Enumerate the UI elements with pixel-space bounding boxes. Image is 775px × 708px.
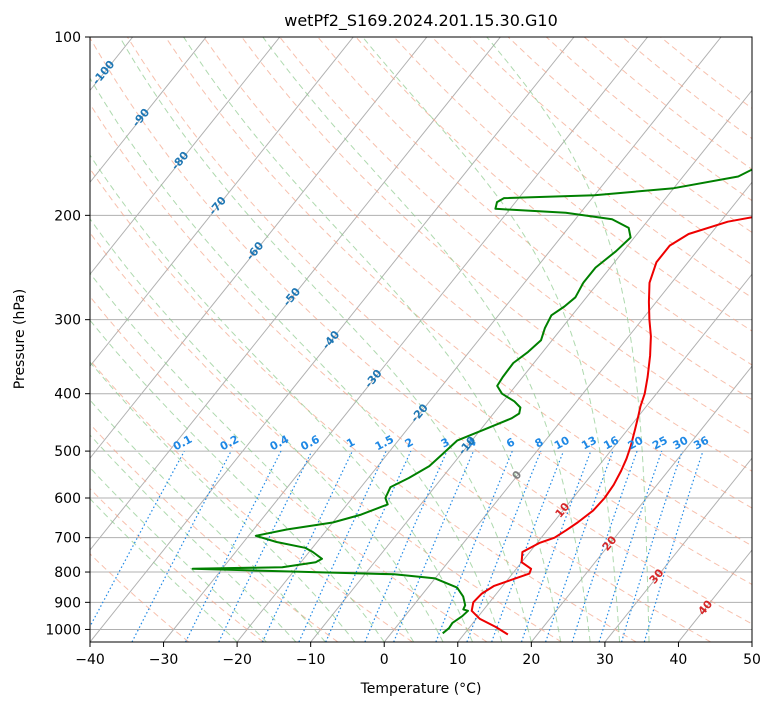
mixing-ratio-label: 25 — [650, 434, 670, 453]
isotherm-gridline — [604, 457, 752, 642]
moist-adiabat — [90, 466, 267, 642]
moist-adiabat — [362, 37, 621, 642]
data-layer — [191, 168, 752, 636]
x-tick-label: 10 — [449, 652, 467, 668]
y-tick-label: 100 — [54, 30, 81, 46]
moist-adiabat — [90, 434, 297, 642]
isotherm-gridline — [163, 37, 648, 642]
mixing-ratio-label: 20 — [626, 434, 646, 453]
mixing-ratio-line — [643, 450, 704, 642]
dry-adiabat — [90, 37, 752, 625]
moist-adiabat — [90, 154, 473, 642]
mixing-ratio-line — [218, 450, 313, 642]
mixing-ratio-label: 13 — [579, 434, 599, 453]
plot-frame — [89, 36, 753, 643]
mixing-ratio-line — [491, 450, 565, 642]
moist-adiabat — [262, 37, 591, 642]
isotherm-gridline — [383, 181, 752, 642]
moist-adiabat — [90, 77, 503, 642]
y-tick-label: 500 — [54, 444, 81, 460]
mixing-ratio-line — [185, 450, 282, 642]
x-tick-label: 20 — [522, 652, 540, 668]
x-tick-label: 30 — [596, 652, 614, 668]
isotherm-gridline — [90, 37, 428, 459]
grid-layer — [90, 37, 752, 642]
dry-adiabat — [203, 37, 752, 509]
mixing-ratio-line — [545, 450, 614, 642]
dry-adiabat — [90, 423, 339, 642]
isotherm-gridline — [236, 37, 722, 642]
dry-adiabat — [90, 553, 190, 642]
x-tick-label: −40 — [75, 652, 105, 668]
mixing-ratio-line — [571, 450, 638, 642]
isotherm-gridline — [90, 37, 281, 276]
mixing-ratio-label: 16 — [601, 434, 621, 453]
moist-adiabat — [90, 498, 238, 642]
x-tick-label: 50 — [743, 652, 761, 668]
mixing-ratio-label: 36 — [691, 434, 711, 453]
chart-title: wetPf2_S169.2024.201.15.30.G10 — [284, 11, 558, 31]
moist-adiabat — [90, 272, 415, 642]
y-tick-label: 400 — [54, 387, 81, 403]
dry-adiabat — [431, 37, 752, 299]
temperature-profile-line — [470, 216, 752, 636]
y-axis-title: Pressure (hPa) — [12, 289, 28, 389]
y-tick-label: 300 — [54, 313, 81, 329]
moist-adiabat — [90, 218, 444, 642]
isotherm-gridline — [90, 37, 207, 184]
isotherm-gridline — [90, 37, 575, 642]
x-tick-label: −30 — [149, 652, 179, 668]
mixing-ratio-label: 30 — [671, 434, 691, 453]
moist-adiabat — [183, 37, 562, 642]
x-tick-label: −10 — [296, 652, 326, 668]
dry-adiabat — [393, 37, 752, 332]
mixing-ratio-line — [598, 450, 663, 642]
moist-adiabat — [486, 37, 650, 642]
mixing-ratio-line — [393, 450, 475, 642]
dry-adiabat — [126, 37, 752, 586]
moist-adiabat — [119, 37, 532, 642]
dewpoint-profile-line — [191, 168, 752, 635]
y-tick-label: 700 — [54, 531, 81, 547]
axis-layer: −40 −30 −20 −10 0 10 20 30 40 50 100 200 300 400 500 60… — [45, 30, 761, 668]
mixing-ratio-label: 10 — [552, 434, 572, 453]
dry-adiabat — [90, 167, 637, 642]
y-tick-label: 200 — [54, 208, 81, 224]
moist-adiabat — [90, 319, 385, 642]
dry-adiabat — [355, 37, 752, 366]
dry-adiabat — [317, 37, 752, 401]
x-tick-label: 0 — [380, 652, 389, 668]
y-tick-label: 600 — [54, 491, 81, 507]
mixing-ratio-line — [621, 450, 683, 642]
y-tick-label: 800 — [54, 565, 81, 581]
dry-adiabat — [165, 37, 752, 547]
moist-adiabat — [90, 361, 356, 642]
x-tick-label: −20 — [222, 652, 252, 668]
x-tick-label: 40 — [670, 652, 688, 668]
isotherm-gridline — [90, 37, 354, 367]
mixing-ratio-line — [466, 450, 542, 642]
mixing-ratio-line — [325, 450, 412, 642]
mixing-ratio-line — [520, 450, 592, 642]
y-tick-label: 900 — [54, 595, 81, 611]
dry-adiabat — [90, 295, 488, 642]
mixing-ratio-line — [364, 450, 448, 642]
dry-adiabat — [90, 232, 562, 642]
y-tick-label: 1000 — [45, 622, 81, 638]
x-axis-title: Temperature (°C) — [360, 681, 482, 697]
isotherm-gridline — [90, 37, 501, 551]
mixing-ratio-line — [90, 450, 185, 628]
mixing-ratio-line — [435, 450, 513, 642]
dry-adiabat — [90, 103, 712, 642]
